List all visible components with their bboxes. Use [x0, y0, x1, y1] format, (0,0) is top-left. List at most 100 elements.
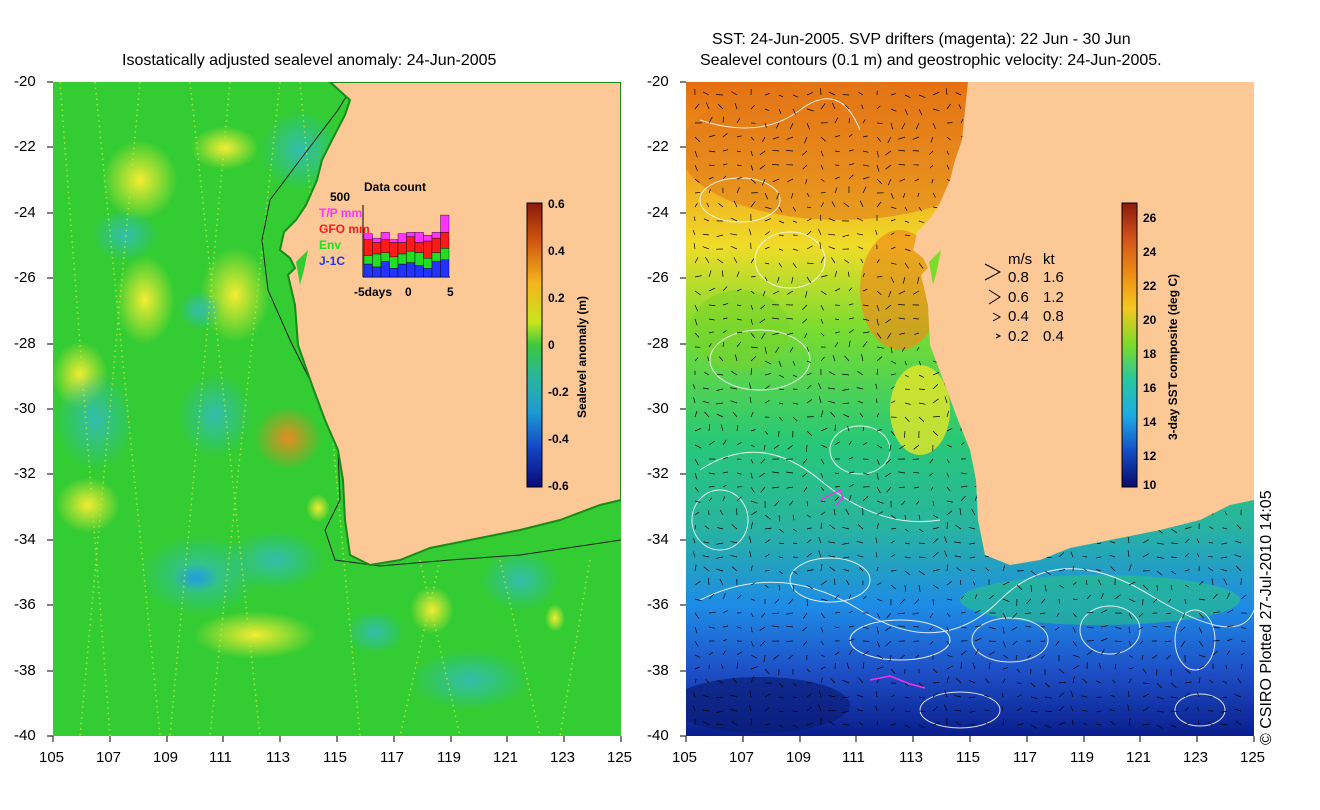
- plot-credit: © CSIRO Plotted 27-Jul-2010 14:05: [1258, 490, 1275, 745]
- sst-colorbar-label: 3-day SST composite (deg C): [1166, 273, 1180, 440]
- speed-legend-ms: 0.6: [1008, 289, 1029, 306]
- sla-colorbar-tick: 0.2: [548, 291, 565, 305]
- data-count-bar-jc: [389, 268, 399, 278]
- data-count-xtick: 5: [447, 285, 454, 299]
- speed-arrow-0-4: [992, 312, 1002, 322]
- left-lon-tick: 113: [266, 749, 290, 766]
- data-count-bar-jc: [397, 263, 407, 278]
- data-count-bar-tp: [363, 233, 373, 240]
- left-lat-tick: -26: [14, 269, 36, 286]
- data-count-bar-env: [431, 252, 441, 262]
- sla-colorbar-tick: 0.6: [548, 197, 565, 211]
- data-count-bar-tp: [423, 235, 433, 242]
- data-count-legend-env: Env: [319, 238, 342, 252]
- speed-legend-kt: 1.2: [1043, 289, 1064, 306]
- speed-arrow-0-6: [988, 289, 1001, 305]
- right-lon-tick: 121: [1126, 749, 1152, 766]
- left-lon-tick: 121: [493, 749, 519, 766]
- data-count-bar-gfo: [406, 236, 416, 252]
- speed-arrow-0-2: [995, 333, 1002, 339]
- right-lon-tick: 117: [1013, 749, 1037, 766]
- right-lat-tick: -28: [647, 335, 669, 352]
- sla-colorbar-tick: -0.6: [548, 479, 569, 493]
- data-count-bar-tp: [431, 232, 441, 239]
- data-count-legend-gfo: GFO mm: [319, 222, 370, 236]
- right-lon-tick: 115: [956, 749, 980, 766]
- sla-anomaly-patches: [53, 110, 565, 710]
- data-count-bar-env: [406, 250, 416, 263]
- left-lat-tick: -36: [14, 596, 36, 613]
- right-lat-tick: -38: [647, 662, 669, 679]
- left-lon-tick: 111: [209, 749, 232, 766]
- sst-colorbar-tick: 26: [1143, 211, 1157, 225]
- left-lon-tick: 115: [323, 749, 347, 766]
- left-lat-tick: -20: [14, 73, 36, 90]
- speed-arrow-0-8: [984, 263, 1002, 281]
- left-lon-tick: 123: [550, 749, 576, 766]
- data-count-chart: [362, 205, 450, 278]
- sst-colorbar-tick: 20: [1143, 313, 1157, 327]
- right-lon-tick: 125: [1240, 749, 1266, 766]
- sealevel-contours: [691, 98, 1254, 729]
- right-lon-tick: 123: [1183, 749, 1209, 766]
- speed-legend-kt: 0.8: [1043, 308, 1064, 325]
- right-lat-tick: -22: [647, 138, 669, 155]
- data-count-title: Data count: [364, 180, 427, 194]
- svp-drifter-track-1: [819, 488, 844, 506]
- left-shark-bay: [296, 250, 308, 285]
- left-lat-tick: -28: [14, 335, 36, 352]
- data-count-bar-tp: [406, 232, 416, 237]
- left-axis-ticks: [47, 81, 622, 742]
- left-lat-tick: -34: [14, 531, 36, 548]
- data-count-bar-env: [397, 253, 407, 265]
- svp-drifter-track-2: [869, 675, 926, 689]
- left-lat-tick: -24: [14, 204, 36, 221]
- data-count-bar-gfo: [414, 242, 424, 253]
- speed-legend-ms: 0.2: [1008, 328, 1029, 345]
- right-lon-tick: 107: [729, 749, 755, 766]
- data-count-bar-gfo: [363, 239, 373, 256]
- right-lat-tick: -26: [647, 269, 669, 286]
- speed-legend-ms: 0.8: [1008, 269, 1029, 286]
- data-count-bar-jc: [414, 265, 424, 278]
- left-lat-tick: -22: [14, 138, 36, 155]
- right-lat-tick: -34: [647, 531, 669, 548]
- speed-legend-header-kt: kt: [1043, 251, 1055, 268]
- right-lon-tick: 105: [672, 749, 698, 766]
- data-count-legend-j1c: J-1C: [319, 254, 346, 268]
- data-count-bar-jc: [406, 262, 416, 278]
- right-lat-tick: -40: [647, 727, 669, 744]
- right-lon-tick: 109: [786, 749, 812, 766]
- sst-colorbar-tick: 18: [1143, 347, 1157, 361]
- data-count-bar-env: [414, 252, 424, 266]
- sla-colorbar-tick: -0.2: [548, 385, 569, 399]
- speed-legend-ms: 0.4: [1008, 308, 1029, 325]
- data-count-bar-tp: [372, 237, 382, 243]
- data-count-bar-jc: [380, 260, 390, 278]
- data-count-bar-gfo: [389, 242, 399, 258]
- left-lon-tick: 109: [153, 749, 179, 766]
- sst-features: [686, 82, 1240, 733]
- data-count-bar-jc: [363, 263, 373, 278]
- left-lat-tick: -40: [14, 727, 36, 744]
- sst-colorbar-tick: 16: [1143, 381, 1157, 395]
- data-count-bar-gfo: [397, 242, 407, 255]
- data-count-bar-tp: [440, 214, 450, 233]
- right-map-title-line1: SST: 24-Jun-2005. SVP drifters (magenta)…: [712, 31, 1131, 48]
- left-lon-tick: 125: [607, 749, 633, 766]
- data-count-bar-gfo: [431, 237, 441, 253]
- sst-colorbar-tick: 22: [1143, 279, 1157, 293]
- left-lon-tick: 119: [437, 749, 461, 766]
- right-australia-landmass: [913, 82, 1254, 565]
- right-lat-tick: -30: [647, 400, 669, 417]
- data-count-bar-jc: [423, 268, 433, 278]
- data-count-bar-gfo: [440, 232, 450, 249]
- data-count-xtick: 0: [405, 285, 412, 299]
- sla-colorbar-tick: 0: [548, 338, 555, 352]
- sla-colorbar-tick: -0.4: [548, 432, 569, 446]
- left-lat-tick: -30: [14, 400, 36, 417]
- data-count-bar-gfo: [380, 239, 390, 253]
- data-count-bar-jc: [440, 259, 450, 278]
- data-count-bar-gfo: [423, 240, 433, 259]
- data-count-bar-tp: [389, 239, 399, 243]
